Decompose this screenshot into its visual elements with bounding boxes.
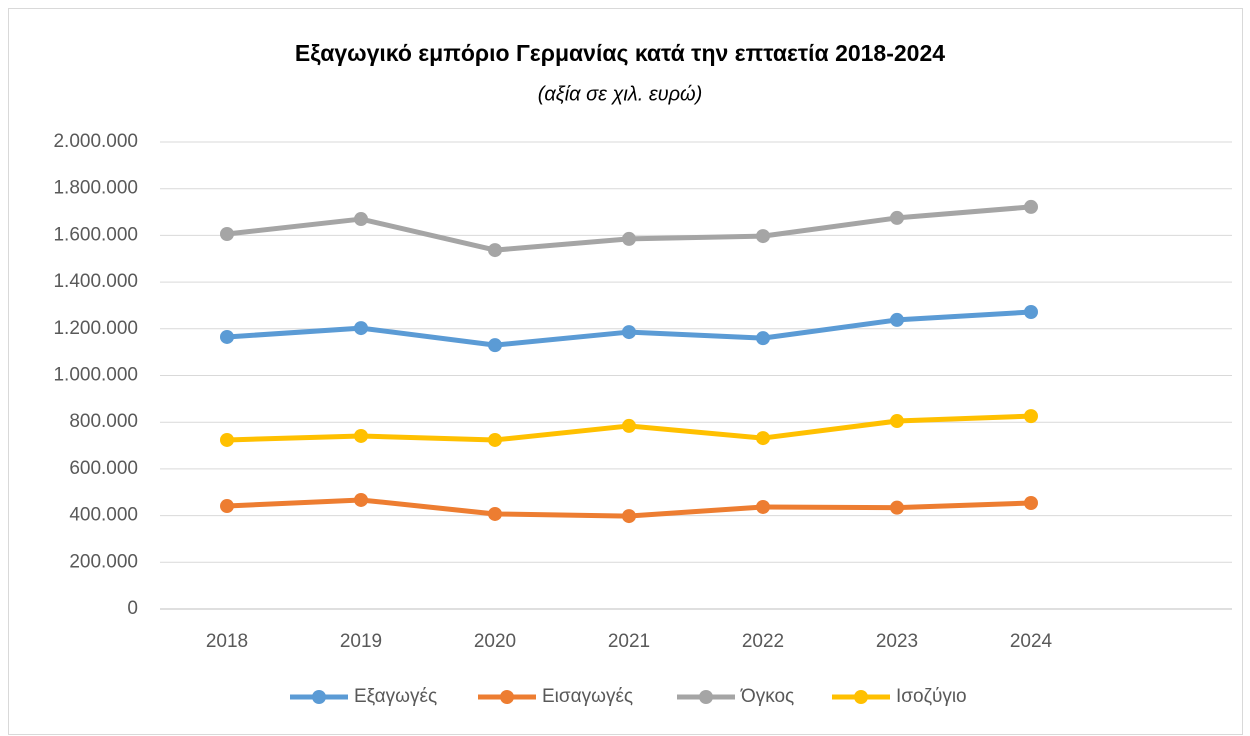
y-tick-label: 2.000.000 bbox=[53, 131, 138, 152]
x-tick-label: 2021 bbox=[608, 631, 650, 652]
point bbox=[890, 312, 904, 327]
y-tick-label: 400.000 bbox=[69, 505, 138, 526]
point bbox=[1024, 199, 1038, 214]
legend-marker bbox=[699, 690, 713, 704]
point bbox=[488, 243, 502, 258]
chart-frame bbox=[8, 8, 1243, 735]
y-tick-label: 1.000.000 bbox=[53, 365, 138, 386]
point bbox=[1024, 304, 1038, 319]
point bbox=[354, 492, 368, 507]
x-tick-label: 2020 bbox=[474, 631, 516, 652]
x-tick-label: 2019 bbox=[340, 631, 382, 652]
legend-label: Ισοζύγιο bbox=[896, 686, 967, 707]
point bbox=[220, 226, 234, 241]
point bbox=[890, 414, 904, 429]
point bbox=[756, 229, 770, 244]
x-tick-label: 2022 bbox=[742, 631, 784, 652]
x-tick-label: 2023 bbox=[876, 631, 918, 652]
y-tick-label: 1.800.000 bbox=[53, 178, 138, 199]
point bbox=[756, 499, 770, 514]
point bbox=[622, 509, 636, 524]
chart-subtitle: (αξία σε χιλ. ευρώ) bbox=[538, 83, 703, 105]
point bbox=[354, 212, 368, 227]
point bbox=[890, 210, 904, 225]
chart-title: Εξαγωγικό εμπόριο Γερμανίας κατά την επτ… bbox=[295, 40, 945, 66]
y-tick-label: 200.000 bbox=[69, 551, 138, 572]
y-tick-label: 1.600.000 bbox=[53, 224, 138, 245]
point bbox=[488, 338, 502, 353]
point bbox=[354, 321, 368, 336]
legend-marker bbox=[312, 690, 326, 704]
legend-label: Όγκος bbox=[740, 686, 794, 707]
legend-label: Εισαγωγές bbox=[542, 686, 633, 707]
point bbox=[488, 506, 502, 521]
point bbox=[1024, 409, 1038, 424]
y-tick-label: 1.200.000 bbox=[53, 318, 138, 339]
point bbox=[890, 500, 904, 515]
legend-marker bbox=[500, 690, 514, 704]
y-tick-label: 0 bbox=[127, 598, 138, 619]
point bbox=[622, 231, 636, 246]
point bbox=[622, 325, 636, 340]
x-tick-label: 2018 bbox=[206, 631, 248, 652]
y-tick-label: 600.000 bbox=[69, 458, 138, 479]
point bbox=[756, 431, 770, 446]
point bbox=[220, 499, 234, 514]
y-tick-label: 1.400.000 bbox=[53, 271, 138, 292]
point bbox=[756, 331, 770, 346]
y-tick-label: 800.000 bbox=[69, 411, 138, 432]
legend-marker bbox=[854, 690, 868, 704]
legend-label: Εξαγωγές bbox=[354, 686, 437, 707]
point bbox=[220, 329, 234, 344]
point bbox=[220, 432, 234, 447]
point bbox=[622, 418, 636, 433]
point bbox=[1024, 495, 1038, 510]
x-tick-label: 2024 bbox=[1010, 631, 1053, 652]
point bbox=[354, 428, 368, 443]
point bbox=[488, 432, 502, 447]
